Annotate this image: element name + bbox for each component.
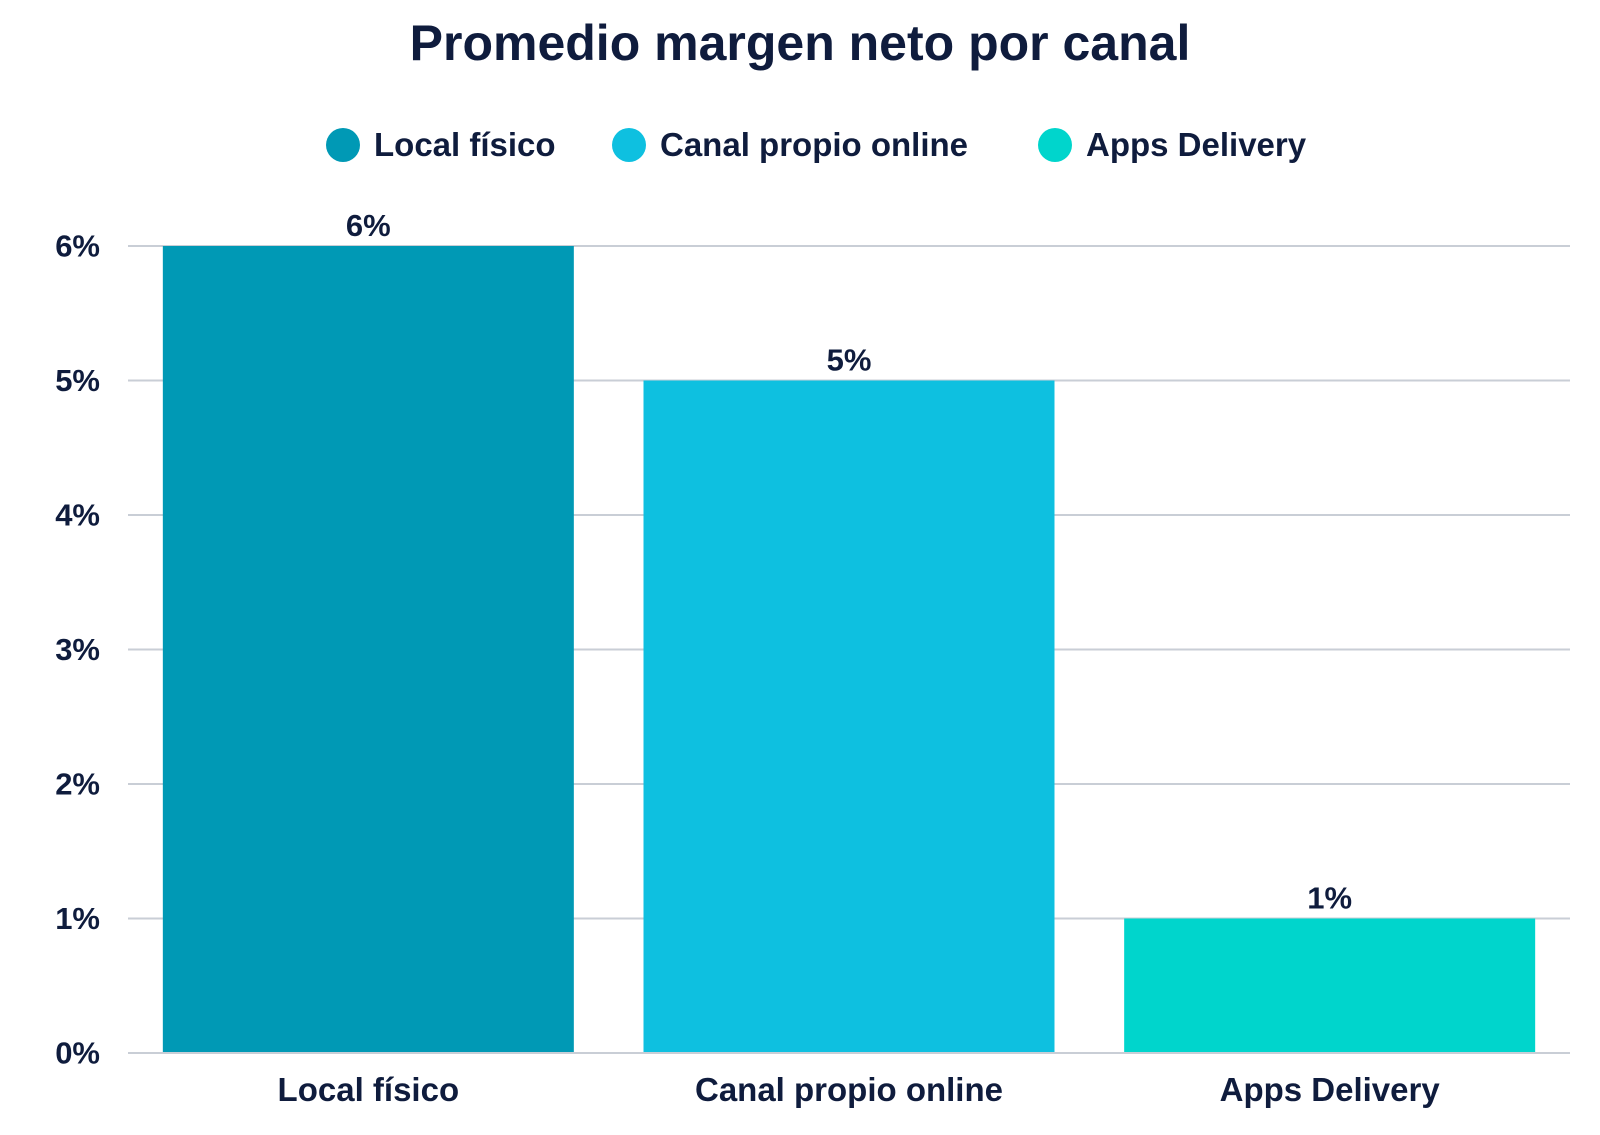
legend-label-local-fisico: Local físico: [374, 126, 556, 163]
y-tick-label-4: 4%: [55, 498, 100, 533]
y-tick-label-0: 0%: [55, 1036, 100, 1071]
legend-swatch-apps-delivery: [1038, 128, 1072, 162]
y-tick-label-5: 5%: [55, 363, 100, 398]
legend-label-apps-delivery: Apps Delivery: [1086, 126, 1307, 163]
x-tick-label-apps-delivery: Apps Delivery: [1220, 1071, 1441, 1108]
bars: [162, 246, 1536, 1053]
data-label-local-fisico: 6%: [346, 208, 391, 243]
y-tick-label-2: 2%: [55, 767, 100, 802]
x-tick-label-local-fisico: Local físico: [278, 1071, 460, 1108]
y-axis-tick-labels: 0% 1% 2% 3% 4% 5% 6%: [55, 229, 100, 1071]
legend-label-canal-propio-online: Canal propio online: [660, 126, 969, 163]
bar-canal-propio-online: [643, 380, 1055, 1053]
x-tick-label-canal-propio-online: Canal propio online: [695, 1071, 1003, 1108]
chart-title: Promedio margen neto por canal: [409, 15, 1191, 71]
legend-item-canal-propio-online: Canal propio online: [612, 120, 968, 170]
legend-item-apps-delivery: Apps Delivery: [1038, 120, 1306, 170]
bar-apps-delivery: [1124, 918, 1536, 1053]
data-labels: 6% 5% 1%: [346, 208, 1352, 916]
x-axis-tick-labels: Local físico Canal propio online Apps Deli…: [278, 1071, 1441, 1108]
legend-swatch-canal-propio-online: [612, 128, 646, 162]
legend-item-local-fisico: Local físico: [326, 120, 556, 170]
y-tick-label-1: 1%: [55, 901, 100, 936]
bar-local-fisico: [162, 246, 574, 1053]
legend-swatch-local-fisico: [326, 128, 360, 162]
data-label-apps-delivery: 1%: [1307, 881, 1352, 916]
legend: Local físico Canal propio online Apps De…: [0, 120, 1600, 170]
y-tick-label-6: 6%: [55, 229, 100, 264]
y-tick-label-3: 3%: [55, 632, 100, 667]
data-label-canal-propio-online: 5%: [827, 343, 872, 378]
